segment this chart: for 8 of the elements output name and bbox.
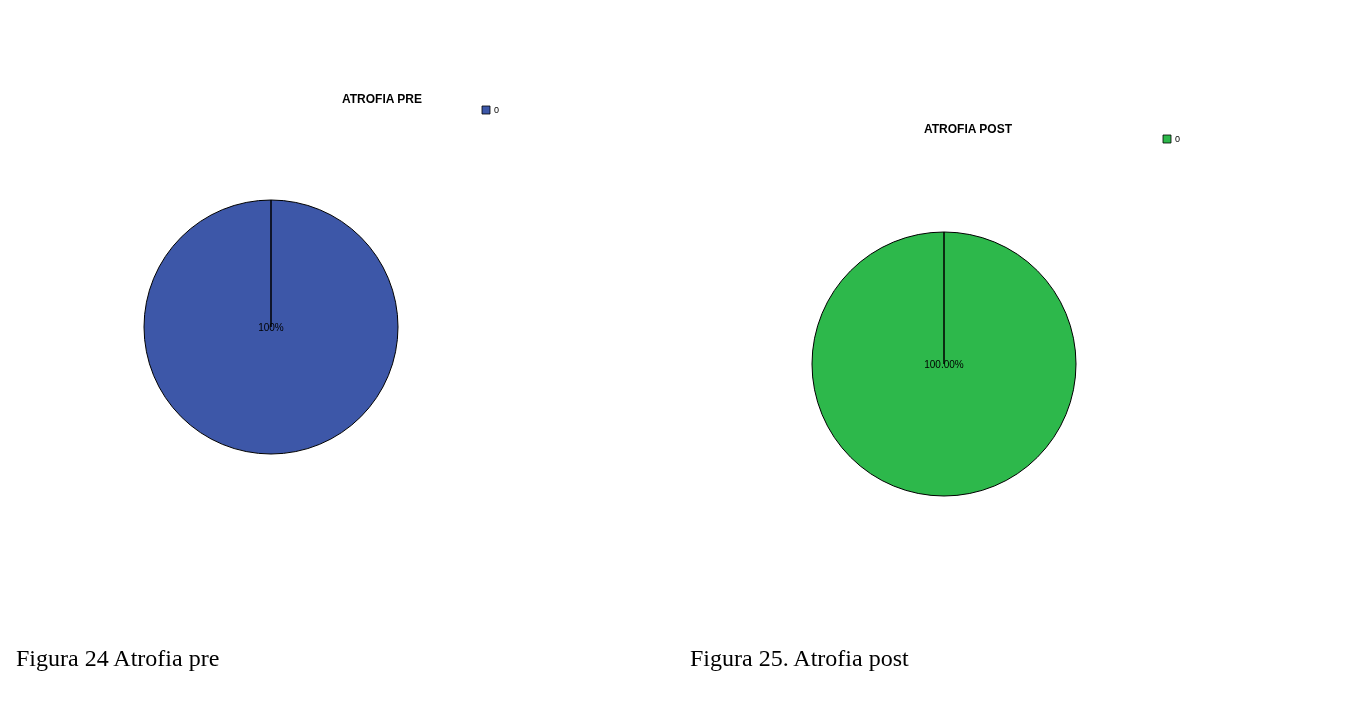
text: Figura 24 Atrofia pre [16,645,220,671]
data-label: 100.00% [924,358,964,370]
legend-label: 0 [494,105,500,115]
data-label: 100% [258,321,284,333]
text: Figura 25. Atrofia post [690,645,909,671]
legend-label: 0 [1175,134,1181,144]
chart-title: ATROFIA POST [924,122,1013,136]
chart-title: ATROFIA PRE [342,92,422,106]
